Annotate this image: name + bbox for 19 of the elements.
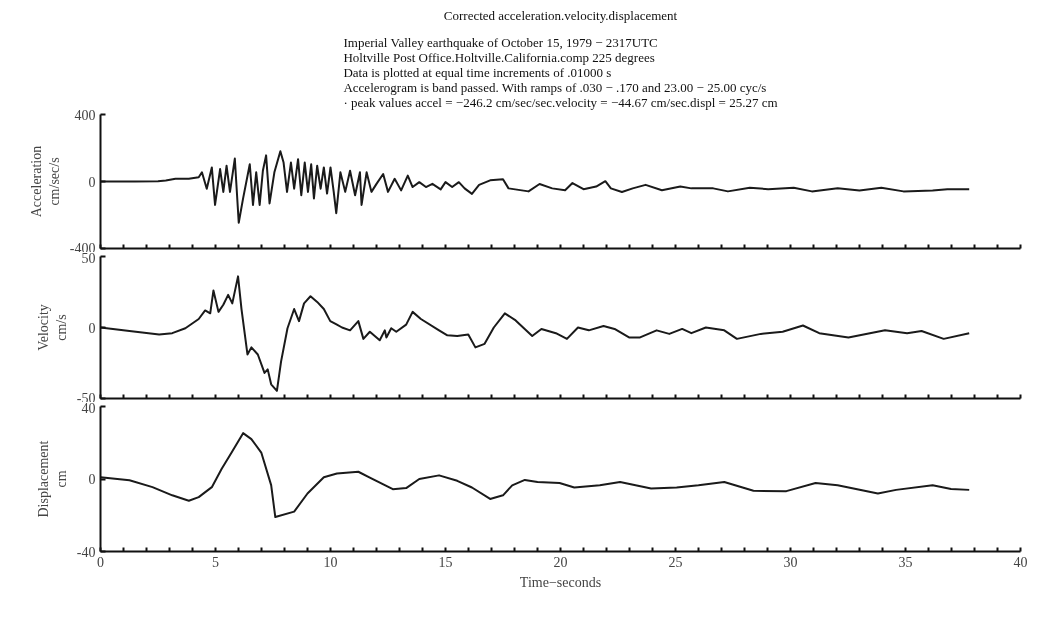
y-tick-label: 0 xyxy=(88,320,96,336)
x-tick-label: 40 xyxy=(1013,554,1028,570)
y-axis-title: Displacement cm xyxy=(35,440,69,518)
y-tick-label: 0 xyxy=(88,472,96,487)
x-tick-label: 20 xyxy=(553,554,568,570)
y-tick-label: 0 xyxy=(88,174,96,190)
y-axis-title: Acceleration cm/sec/s xyxy=(28,145,62,218)
x-tick-label: 35 xyxy=(898,554,913,570)
x-tick-label: 15 xyxy=(438,554,453,570)
x-tick-label: 25 xyxy=(668,554,683,570)
y-tick-label: -40 xyxy=(76,544,96,560)
x-tick-label: 10 xyxy=(323,554,338,570)
y-tick-label: 400 xyxy=(74,107,96,123)
chart-title: Corrected acceleration.velocity.displacement xyxy=(443,7,678,23)
chart-subtitle: Imperial Valley earthquake of October 15, 1979 − 2317UTC Holtville Post Office.Holtville.California.comp 225 degrees Data is plotted at equal time increments of .01000 s Accelerogram is band passed. With ramps of .030 − .170 and 23.00 − 25.00 cyc/s · peak values accel = −246.2 cm/sec/sec.velocity = −44.67 cm/sec.displ = 25.27 cm xyxy=(343,34,778,110)
x-tick-label: 5 xyxy=(212,554,219,570)
y-axis-title: Velocity cm/s xyxy=(35,304,69,351)
x-tick-label: 30 xyxy=(783,554,798,570)
x-axis-title: Time−seconds xyxy=(519,574,602,590)
